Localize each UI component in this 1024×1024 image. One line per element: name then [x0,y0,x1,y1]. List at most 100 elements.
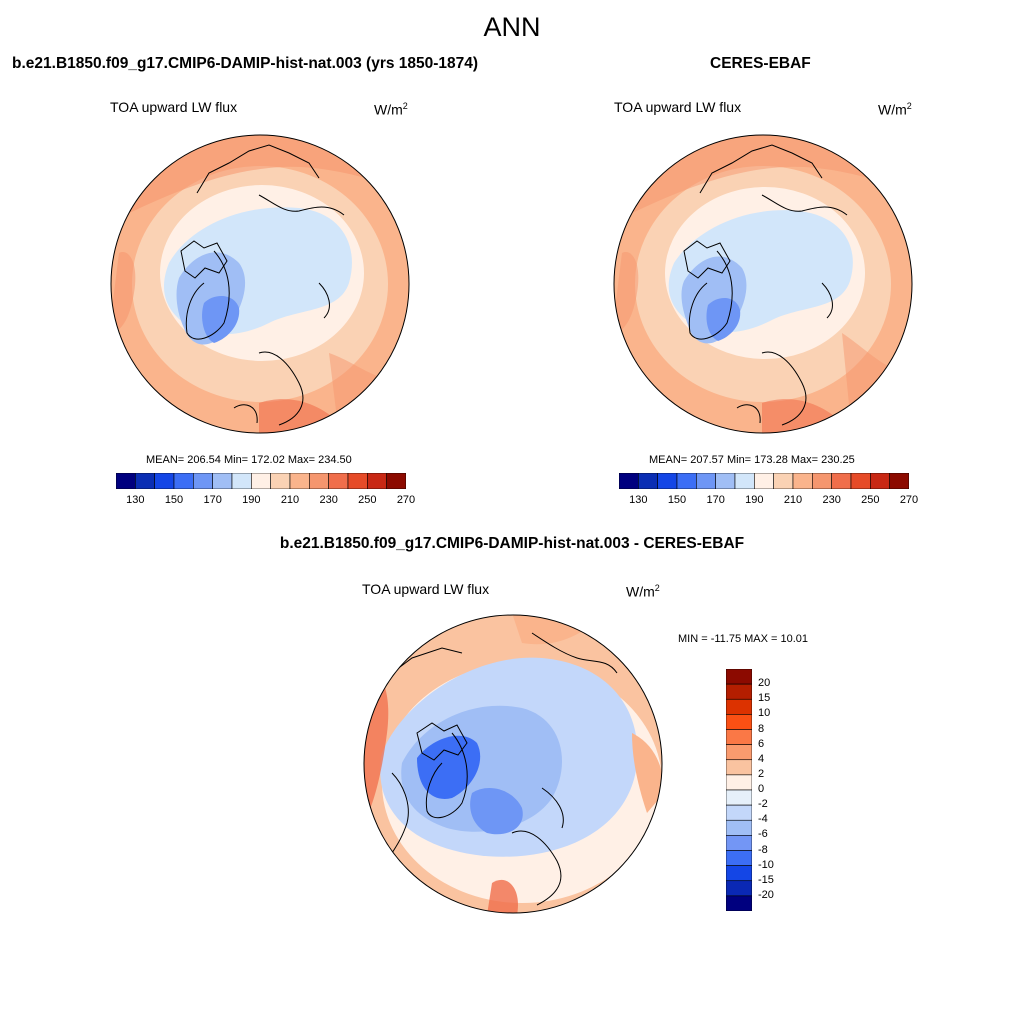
right-panel-stats: MEAN= 207.57 Min= 173.28 Max= 230.25 [649,454,855,466]
colorbar-tick-label: 150 [667,494,687,506]
colorbar-swatch [154,473,175,489]
colorbar-tick-label: -15 [758,873,774,886]
diff-panel-stats: MIN = -11.75 MAX = 10.01 [678,633,809,645]
colorbar-swatch [193,473,213,489]
colorbar-swatch [889,473,909,489]
colorbar-swatch [754,473,774,489]
left-panel-subtitle: TOA upward LW flux [110,99,238,115]
page-title: ANN [483,12,541,42]
colorbar-swatch [328,473,349,489]
colorbar-tick-label: 170 [706,494,725,506]
colorbar-tick-label: -6 [758,828,768,841]
colorbar-swatch [116,473,136,489]
right-map-coastlines [683,144,848,426]
colorbar-swatch [726,789,752,806]
colorbar-tick-label: 210 [783,494,803,506]
colorbar-swatch [831,473,852,489]
left-panel-header: b.e21.B1850.f09_g17.CMIP6-DAMIP-hist-nat… [12,55,479,72]
right-polar-map [613,134,913,434]
colorbar-tick-label: 270 [899,494,919,506]
right-colorbar-labels: 130 150 170 190 210 230 250 270 [619,494,918,508]
colorbar-swatch [715,473,736,489]
colorbar-tick-label: 10 [758,707,771,720]
colorbar-swatch [726,880,752,897]
colorbar-swatch [726,744,752,761]
colorbar-tick-label: 210 [280,494,300,506]
colorbar-tick-label: 250 [861,494,880,506]
colorbar-tick-label: 250 [358,494,377,506]
colorbar-tick-label: 4 [758,752,765,765]
colorbar-swatch [212,473,233,489]
colorbar-swatch [773,473,794,489]
colorbar-swatch [734,473,755,489]
right-colorbar [619,473,909,489]
colorbar-swatch [676,473,697,489]
colorbar-tick-label: -4 [758,813,768,826]
diff-map-fill [364,615,662,913]
colorbar-swatch [726,729,752,745]
colorbar-swatch [289,473,310,489]
diff-panel-header: b.e21.B1850.f09_g17.CMIP6-DAMIP-hist-nat… [279,535,745,552]
colorbar-tick-label: 15 [758,692,771,705]
colorbar-tick-label: -20 [758,888,774,901]
left-polar-map [110,134,410,434]
colorbar-tick-label: 230 [319,494,338,506]
colorbar-tick-label: 6 [758,737,765,750]
colorbar-swatch [726,819,752,836]
colorbar-tick-label: -8 [758,843,768,856]
colorbar-swatch [726,714,752,730]
colorbar-swatch [386,473,406,489]
colorbar-tick-label: 270 [396,494,416,506]
colorbar-tick-label: 20 [758,677,771,690]
colorbar-swatch [726,759,752,776]
colorbar-tick-label: -2 [758,798,768,811]
colorbar-swatch [726,895,752,911]
colorbar-swatch [270,473,291,489]
colorbar-swatch [347,473,368,489]
left-colorbar [116,473,406,489]
colorbar-tick-label: 8 [758,722,765,735]
colorbar-swatch [173,473,194,489]
colorbar-tick-label: 230 [822,494,841,506]
colorbar-swatch [726,835,752,851]
colorbar-tick-label: 170 [203,494,222,506]
diff-colorbar-labels: 20 15 10 8 6 4 2 0 -2 -4 -6 -8 -10 -15 -20 [758,669,798,911]
left-map-coastlines [180,144,345,426]
colorbar-tick-label: 190 [745,494,764,506]
colorbar-tick-label: 150 [164,494,184,506]
colorbar-swatch [850,473,871,489]
left-map-fill [111,135,409,433]
colorbar-tick-label: 0 [758,783,765,795]
colorbar-tick-label: 130 [629,494,648,506]
colorbar-swatch [135,473,155,489]
colorbar-tick-label: 2 [758,767,765,780]
diff-colorbar [726,669,752,911]
colorbar-swatch [726,669,752,685]
right-panel-subtitle: TOA upward LW flux [614,99,742,115]
diff-panel-units: W/m2 [626,583,660,600]
left-colorbar-labels: 130 150 170 190 210 230 250 270 [116,494,415,508]
colorbar-swatch [619,473,639,489]
right-map-fill [614,135,912,433]
colorbar-swatch [309,473,329,489]
colorbar-tick-label: 130 [126,494,145,506]
colorbar-swatch [812,473,832,489]
colorbar-swatch [696,473,716,489]
colorbar-swatch [726,804,752,821]
diff-panel-subtitle: TOA upward LW flux [362,581,490,597]
colorbar-swatch [726,698,752,715]
diff-polar-map [363,614,663,914]
colorbar-swatch [251,473,271,489]
colorbar-swatch [726,683,752,700]
colorbar-swatch [792,473,813,489]
right-panel-header: CERES-EBAF [710,55,811,72]
colorbar-swatch [870,473,890,489]
colorbar-swatch [638,473,658,489]
right-panel-units: W/m2 [878,101,912,118]
colorbar-tick-label: 190 [242,494,261,506]
colorbar-swatch [726,850,752,866]
left-panel-stats: MEAN= 206.54 Min= 172.02 Max= 234.50 [146,454,352,466]
left-panel-units: W/m2 [374,101,408,118]
colorbar-swatch [231,473,252,489]
colorbar-tick-label: -10 [758,858,774,871]
